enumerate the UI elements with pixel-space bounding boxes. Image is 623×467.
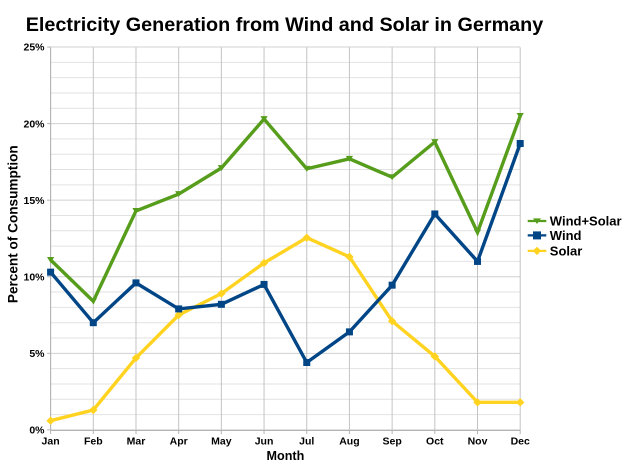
svg-text:5%: 5%: [29, 348, 45, 360]
svg-text:Aug: Aug: [339, 436, 359, 448]
svg-text:0%: 0%: [29, 425, 45, 437]
svg-text:10%: 10%: [23, 271, 45, 283]
svg-text:20%: 20%: [23, 118, 45, 130]
svg-text:Feb: Feb: [84, 436, 103, 448]
svg-text:Nov: Nov: [468, 436, 488, 448]
svg-text:25%: 25%: [23, 42, 45, 54]
svg-text:Percent of Consumption: Percent of Consumption: [6, 145, 21, 303]
svg-text:May: May: [211, 436, 232, 448]
svg-text:Mar: Mar: [127, 436, 146, 448]
svg-text:Month: Month: [267, 449, 305, 463]
svg-text:Wind: Wind: [550, 228, 582, 243]
svg-text:Wind+Solar: Wind+Solar: [550, 214, 622, 229]
svg-text:Electricity Generation from Wi: Electricity Generation from Wind and Sol…: [26, 14, 544, 36]
svg-text:Oct: Oct: [426, 436, 444, 448]
svg-text:Apr: Apr: [170, 436, 188, 448]
svg-text:Jan: Jan: [42, 436, 60, 448]
svg-text:Jul: Jul: [299, 436, 314, 448]
svg-text:Sep: Sep: [382, 436, 401, 448]
svg-text:Dec: Dec: [511, 436, 530, 448]
svg-text:15%: 15%: [23, 195, 45, 207]
svg-text:Solar: Solar: [550, 244, 583, 259]
svg-text:Jun: Jun: [255, 436, 274, 448]
